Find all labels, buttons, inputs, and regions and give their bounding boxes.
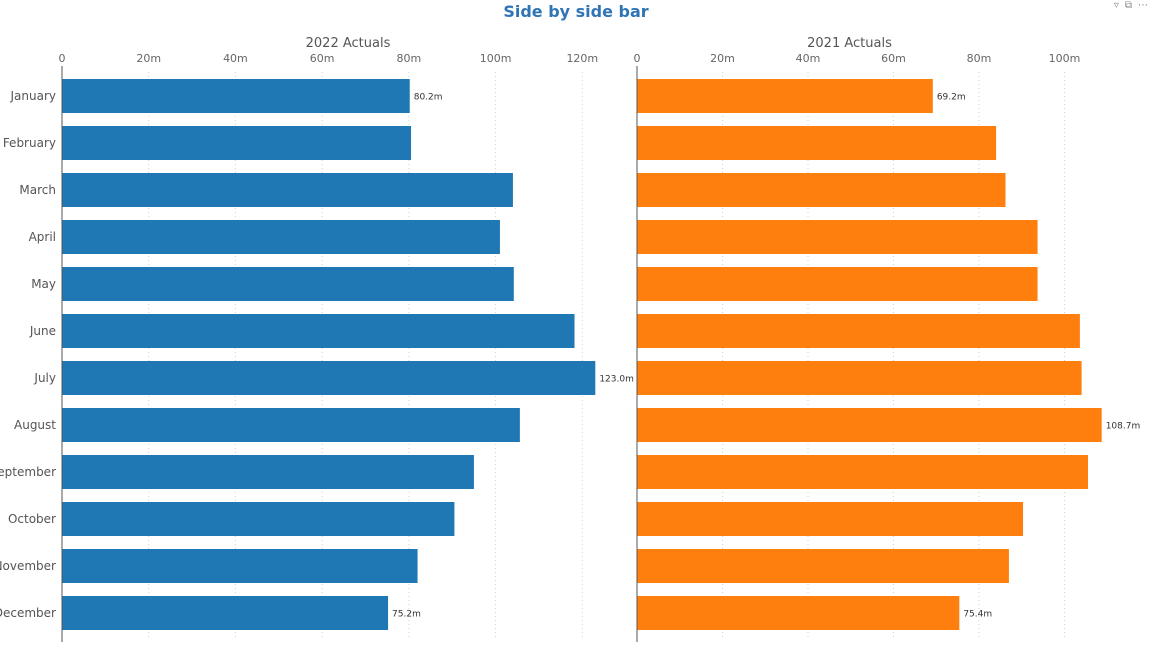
data-label: 108.7m	[1106, 422, 1141, 432]
x-tick-label: 40m	[223, 52, 248, 65]
focus-mode-icon[interactable]: ⧉	[1124, 0, 1132, 11]
panel-title: 2022 Actuals	[306, 36, 391, 51]
category-label: January	[10, 89, 57, 103]
bar	[637, 126, 997, 160]
bar	[637, 596, 960, 630]
data-label: 123.0m	[599, 375, 634, 385]
panel-title: 2021 Actuals	[807, 36, 892, 51]
data-label: 69.2m	[937, 93, 966, 103]
bar	[62, 455, 474, 489]
filter-icon[interactable]: ▿	[1113, 0, 1119, 11]
x-tick-label: 20m	[136, 52, 161, 65]
bar	[637, 79, 933, 113]
bar	[637, 173, 1006, 207]
bar	[637, 502, 1024, 536]
category-label: February	[3, 136, 56, 150]
x-tick-label: 60m	[310, 52, 335, 65]
bar	[62, 79, 410, 113]
x-tick-label: 0	[59, 52, 66, 65]
x-tick-label: 80m	[397, 52, 422, 65]
category-label: July	[33, 371, 56, 385]
x-tick-label: 20m	[710, 52, 735, 65]
category-label: April	[29, 230, 56, 244]
bar	[62, 173, 513, 207]
bar	[637, 361, 1082, 395]
bar	[62, 126, 412, 160]
bar	[62, 549, 418, 583]
bar	[62, 408, 520, 442]
category-label: March	[19, 183, 56, 197]
data-label: 75.4m	[963, 610, 992, 620]
bar	[62, 502, 455, 536]
bar	[62, 596, 389, 630]
bar	[637, 267, 1038, 301]
bar	[62, 267, 514, 301]
category-label: December	[0, 606, 56, 620]
category-label: June	[29, 324, 56, 338]
bar	[637, 549, 1009, 583]
data-label: 80.2m	[414, 93, 443, 103]
bar	[62, 220, 500, 254]
category-label: May	[31, 277, 56, 291]
bar	[62, 314, 575, 348]
x-tick-label: 0	[634, 52, 641, 65]
category-label: August	[14, 418, 56, 432]
more-options-icon[interactable]: ⋯	[1138, 0, 1148, 11]
x-tick-label: 100m	[480, 52, 512, 65]
data-label: 75.2m	[392, 610, 421, 620]
bar	[637, 408, 1102, 442]
x-tick-label: 80m	[967, 52, 992, 65]
category-label: November	[0, 559, 56, 573]
bar	[62, 361, 596, 395]
chart-title: Side by side bar	[503, 2, 649, 21]
x-tick-label: 100m	[1049, 52, 1081, 65]
bar	[637, 220, 1038, 254]
x-tick-label: 60m	[881, 52, 906, 65]
bar	[637, 314, 1080, 348]
x-tick-label: 40m	[796, 52, 821, 65]
visual-header: ▿ ⧉ ⋯	[1114, 0, 1148, 12]
x-tick-label: 120m	[566, 52, 598, 65]
bar	[637, 455, 1089, 489]
category-label: October	[8, 512, 56, 526]
category-label: September	[0, 465, 56, 479]
